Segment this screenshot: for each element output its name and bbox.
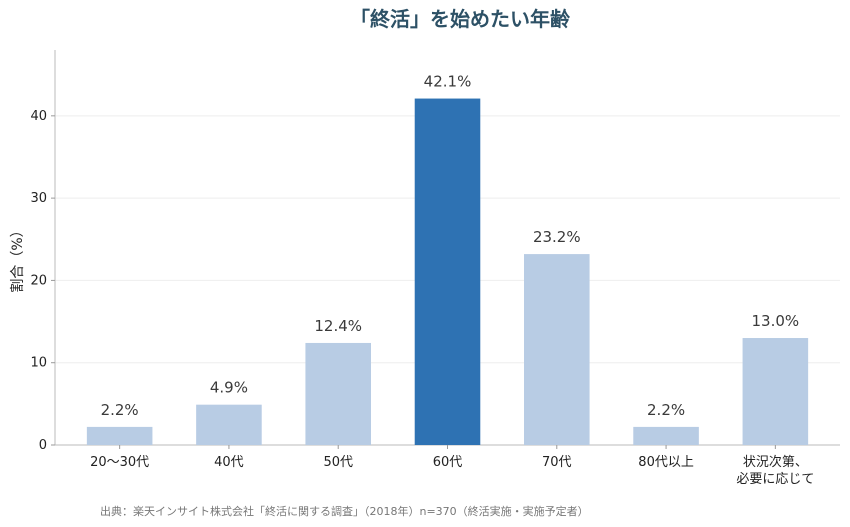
bar [633, 426, 699, 445]
bar-value-label: 2.2% [647, 401, 685, 419]
bar [414, 98, 481, 445]
y-axis-label: 割合（%） [9, 223, 26, 292]
bars [86, 98, 809, 445]
bar-value-label: 13.0% [752, 312, 800, 330]
y-tick-labels: 0 10 20 30 40 [30, 109, 55, 453]
bar-value-label: 4.9% [210, 379, 248, 397]
bar-value-label: 23.2% [533, 228, 581, 246]
y-tick-label: 40 [30, 109, 47, 124]
bar [524, 254, 590, 445]
chart-title: 「終活」を始めたい年齢 [350, 7, 571, 31]
source-note: 出典：楽天インサイト株式会社「終活に関する調査」（2018年）n=370（終活実… [100, 504, 589, 518]
x-tick-labels: 20〜30代 40代 50代 60代 70代 80代以上 状況次第、必要に応じて [90, 445, 814, 487]
y-tick-label: 0 [39, 438, 47, 453]
y-tick-label: 20 [30, 273, 47, 288]
bar-value-label: 42.1% [424, 73, 472, 91]
bar-value-label: 2.2% [101, 401, 139, 419]
x-tick-label: 40代 [214, 455, 244, 470]
bar [86, 426, 153, 445]
x-tick-label: 状況次第、必要に応じて [736, 454, 814, 487]
y-tick-label: 30 [30, 191, 47, 206]
bar [742, 338, 809, 445]
bar [305, 342, 371, 445]
bar-value-label: 12.4% [314, 317, 362, 335]
x-tick-label: 80代以上 [638, 455, 694, 470]
x-tick-label: 50代 [323, 455, 353, 470]
value-labels: 2.2% 4.9% 12.4% 42.1% 23.2% 2.2% 13.0% [101, 73, 800, 419]
y-tick-label: 10 [30, 356, 47, 371]
x-tick-label: 60代 [433, 455, 463, 470]
x-tick-label: 70代 [542, 455, 572, 470]
x-tick-label: 20〜30代 [90, 455, 149, 470]
bar [196, 404, 262, 445]
